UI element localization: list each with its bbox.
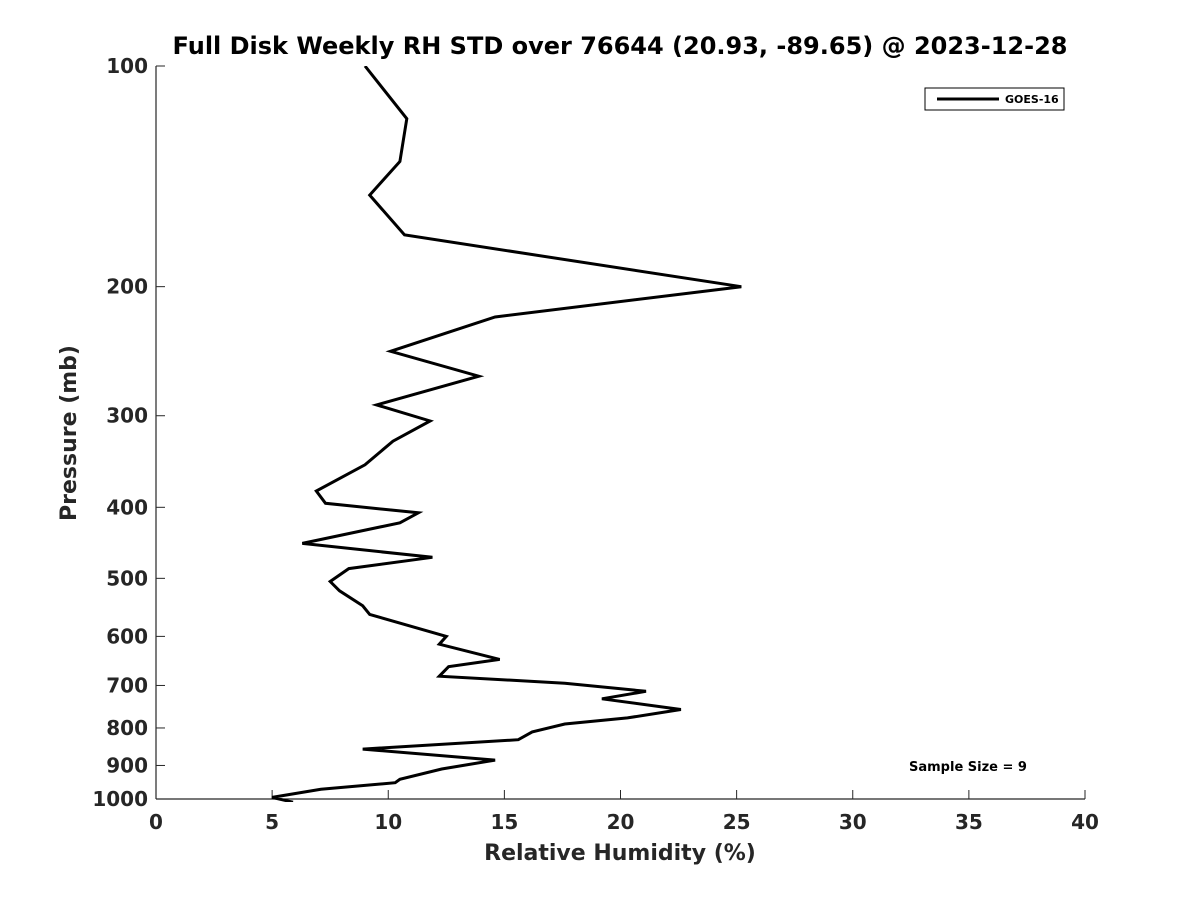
y-tick-label: 700 bbox=[106, 673, 148, 697]
x-axis-ticks: 0 5 10 15 20 25 30 35 40 bbox=[149, 790, 1099, 834]
x-tick-label: 15 bbox=[490, 810, 518, 834]
y-tick-label: 200 bbox=[106, 275, 148, 299]
y-tick-label: 900 bbox=[106, 753, 148, 777]
legend: GOES-16 bbox=[924, 87, 1065, 111]
y-tick-label: 400 bbox=[106, 495, 148, 519]
x-tick-label: 25 bbox=[723, 810, 751, 834]
series-line-goes-16 bbox=[271, 66, 742, 802]
legend-entry-goes-16: GOES-16 bbox=[1005, 93, 1059, 106]
x-tick-label: 20 bbox=[607, 810, 635, 834]
x-tick-label: 0 bbox=[149, 810, 163, 834]
chart-title: Full Disk Weekly RH STD over 76644 (20.9… bbox=[173, 32, 1068, 60]
y-tick-label: 100 bbox=[106, 54, 148, 78]
x-tick-label: 40 bbox=[1071, 810, 1099, 834]
x-tick-label: 5 bbox=[265, 810, 279, 834]
x-tick-label: 10 bbox=[374, 810, 402, 834]
y-tick-label: 1000 bbox=[92, 787, 148, 811]
x-tick-label: 30 bbox=[839, 810, 867, 834]
y-axis-label: Pressure (mb) bbox=[57, 345, 82, 521]
y-axis-ticks: 100 200 300 400 500 600 700 800 900 1000 bbox=[92, 54, 165, 811]
y-tick-label: 800 bbox=[106, 716, 148, 740]
sample-size-annotation: Sample Size = 9 bbox=[909, 760, 1027, 775]
y-tick-label: 500 bbox=[106, 566, 148, 590]
y-tick-label: 300 bbox=[106, 404, 148, 428]
series-layer bbox=[271, 66, 742, 802]
x-axis-label: Relative Humidity (%) bbox=[484, 841, 756, 866]
x-tick-label: 35 bbox=[955, 810, 983, 834]
y-tick-label: 600 bbox=[106, 624, 148, 648]
